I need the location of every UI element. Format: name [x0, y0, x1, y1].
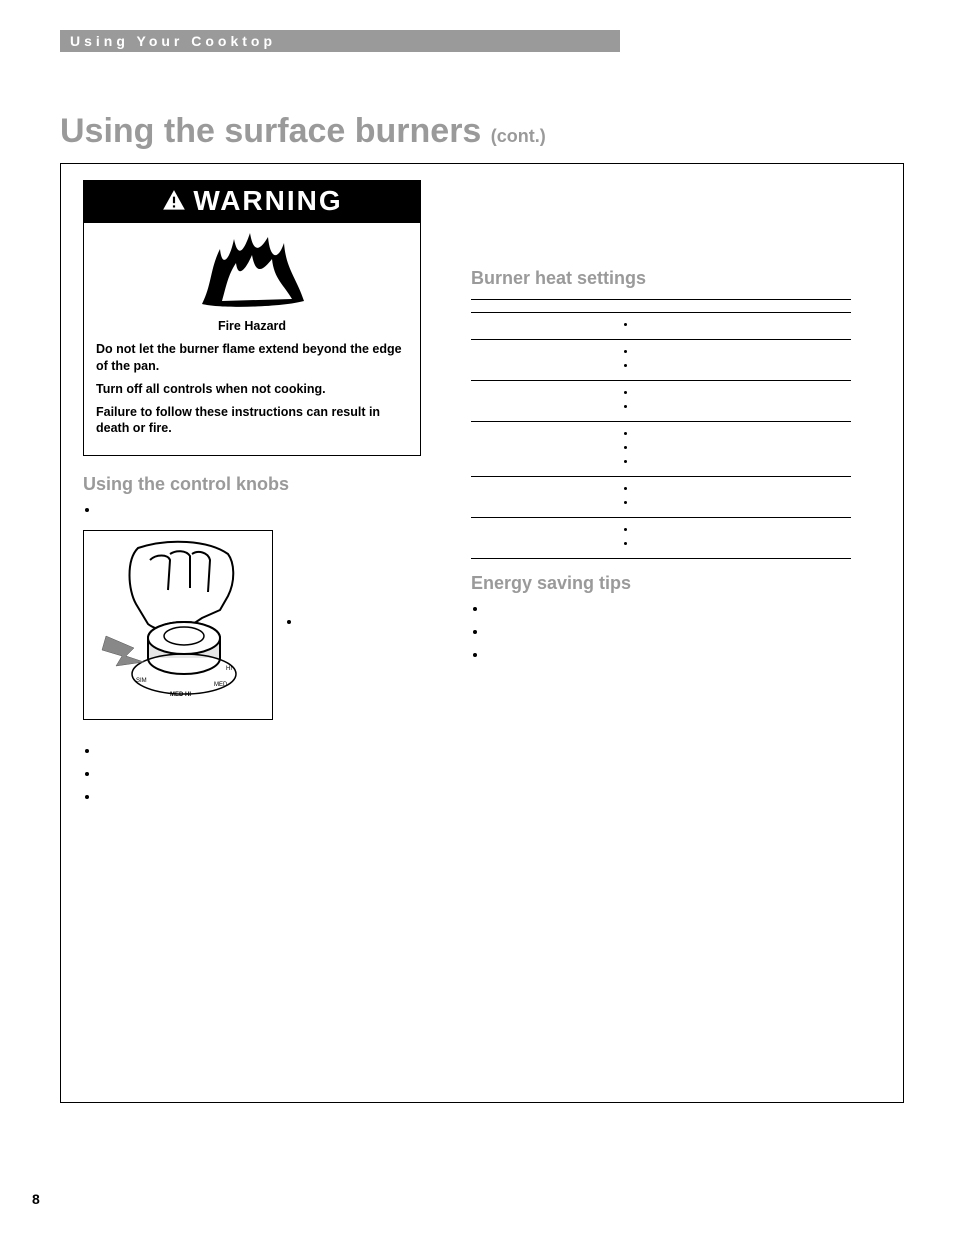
knobs-top-bullet: [99, 501, 423, 518]
knobs-side-bullets: [289, 614, 301, 628]
table-row: [471, 313, 851, 340]
title-cont: (cont.): [491, 126, 546, 146]
use-item: [637, 497, 843, 509]
table-row: [471, 422, 851, 477]
right-column: Burner heat settings: [471, 180, 851, 668]
table-row: [471, 518, 851, 559]
svg-text:MED HI: MED HI: [170, 692, 191, 698]
knob-figure-row: SIM MED HI MED HI: [83, 524, 423, 720]
energy-bullets: [471, 600, 851, 662]
warning-panel: WARNING Fire Hazard Do not let the burne…: [83, 180, 421, 456]
heat-settings-heading: Burner heat settings: [471, 268, 851, 289]
page-title: Using the surface burners (cont.): [60, 112, 904, 151]
use-item: [637, 428, 843, 440]
use-item: [637, 456, 843, 468]
knobs-top-bullets: [83, 501, 423, 518]
table-col-setting: [471, 300, 615, 313]
uses-cell: [615, 313, 851, 340]
flame-icon: [192, 229, 312, 307]
flame-illustration: [84, 223, 420, 314]
warning-hazard-title: Fire Hazard: [96, 318, 408, 335]
use-item: [637, 524, 843, 536]
section-header-bar: Using Your Cooktop: [60, 30, 620, 52]
uses-cell: [615, 381, 851, 422]
knobs-lower-bullet-1: [99, 742, 423, 759]
use-item: [637, 387, 843, 399]
section-header-label: Using Your Cooktop: [70, 33, 276, 49]
heat-settings-table: [471, 299, 851, 559]
warning-line-3: Failure to follow these instructions can…: [96, 404, 408, 438]
table-row: [471, 381, 851, 422]
setting-cell: [471, 340, 615, 381]
energy-bullet-3: [487, 646, 851, 663]
page-number: 8: [32, 1191, 40, 1207]
warning-line-2: Turn off all controls when not cooking.: [96, 381, 408, 398]
energy-bullet-2: [487, 623, 851, 640]
table-row: [471, 477, 851, 518]
page: Using Your Cooktop Using the surface bur…: [0, 0, 954, 1235]
left-column: WARNING Fire Hazard Do not let the burne…: [83, 180, 423, 810]
table-header-row: [471, 300, 851, 313]
table-row: [471, 340, 851, 381]
use-item: [637, 319, 843, 331]
title-main: Using the surface burners: [60, 112, 481, 150]
alert-triangle-icon: [161, 188, 187, 214]
knobs-heading: Using the control knobs: [83, 474, 423, 495]
uses-cell: [615, 340, 851, 381]
svg-text:MED: MED: [214, 682, 228, 688]
energy-heading: Energy saving tips: [471, 573, 851, 594]
use-item: [637, 538, 843, 550]
warning-line-1: Do not let the burner flame extend beyon…: [96, 341, 408, 375]
use-item: [637, 401, 843, 413]
uses-cell: [615, 422, 851, 477]
warning-header: WARNING: [84, 181, 420, 223]
use-item: [637, 360, 843, 372]
warning-body: Fire Hazard Do not let the burner flame …: [84, 314, 420, 455]
setting-cell: [471, 477, 615, 518]
svg-text:SIM: SIM: [136, 678, 147, 684]
setting-cell: [471, 422, 615, 477]
svg-text:HI: HI: [226, 666, 232, 672]
knob-illustration-icon: SIM MED HI MED HI: [98, 540, 258, 710]
knob-figure: SIM MED HI MED HI: [83, 530, 273, 720]
warning-label: WARNING: [193, 185, 342, 217]
content-frame: WARNING Fire Hazard Do not let the burne…: [60, 163, 904, 1103]
use-item: [637, 442, 843, 454]
setting-cell: [471, 381, 615, 422]
table-col-uses: [615, 300, 851, 313]
setting-cell: [471, 313, 615, 340]
use-item: [637, 346, 843, 358]
energy-bullet-1: [487, 600, 851, 617]
knobs-lower-bullet-2: [99, 765, 423, 782]
use-item: [637, 483, 843, 495]
knobs-lower-bullets: [83, 742, 423, 804]
setting-cell: [471, 518, 615, 559]
uses-cell: [615, 518, 851, 559]
uses-cell: [615, 477, 851, 518]
knobs-lower-bullet-3: [99, 788, 423, 805]
